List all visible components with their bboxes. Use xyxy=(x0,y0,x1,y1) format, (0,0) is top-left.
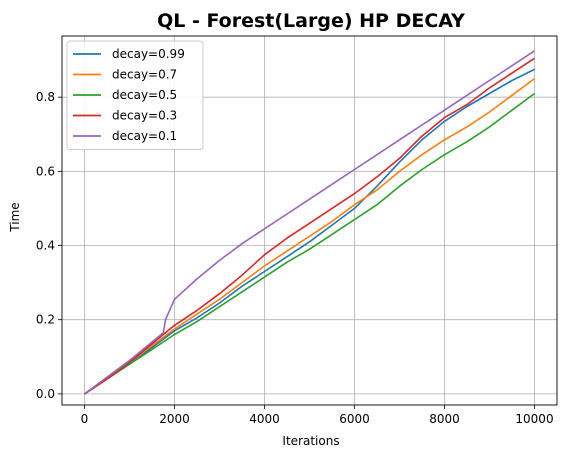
legend-entry: decay=0.3 xyxy=(112,109,177,123)
x-tick-label: 0 xyxy=(81,412,89,426)
y-tick-label: 0.2 xyxy=(36,313,55,327)
legend-entry: decay=0.5 xyxy=(112,88,177,102)
x-tick-label: 10000 xyxy=(515,412,553,426)
y-ticks: 0.0 0.2 0.4 0.6 0.8 xyxy=(36,90,62,401)
plot-frame xyxy=(61,35,558,406)
legend-entry: decay=0.99 xyxy=(112,47,185,61)
y-tick-label: 0.6 xyxy=(36,164,55,178)
y-tick-label: 0.8 xyxy=(36,90,55,104)
legend-box xyxy=(66,40,204,150)
x-axis-label: Iterations xyxy=(282,434,339,448)
legend: decay=0.99 decay=0.7 decay=0.5 decay=0.3 dec… xyxy=(66,40,204,150)
legend-entry: decay=0.1 xyxy=(112,129,177,143)
x-ticks: 0 2000 4000 6000 8000 10000 xyxy=(81,405,554,426)
series-line-0 xyxy=(84,68,535,395)
x-tick-label: 8000 xyxy=(429,412,460,426)
x-tick-label: 4000 xyxy=(249,412,280,426)
legend-entry: decay=0.7 xyxy=(112,68,177,82)
series-line-4 xyxy=(84,50,535,395)
chart-title: QL - Forest(Large) HP DECAY xyxy=(157,10,465,32)
series-lines xyxy=(84,50,535,395)
series-line-2 xyxy=(84,92,535,395)
y-axis-label: Time xyxy=(8,202,22,232)
y-tick-label: 0.0 xyxy=(36,387,55,401)
x-tick-label: 6000 xyxy=(339,412,370,426)
x-tick-label: 2000 xyxy=(159,412,190,426)
series-line-3 xyxy=(84,57,535,395)
series-line-1 xyxy=(84,77,535,395)
y-tick-label: 0.4 xyxy=(36,239,55,253)
